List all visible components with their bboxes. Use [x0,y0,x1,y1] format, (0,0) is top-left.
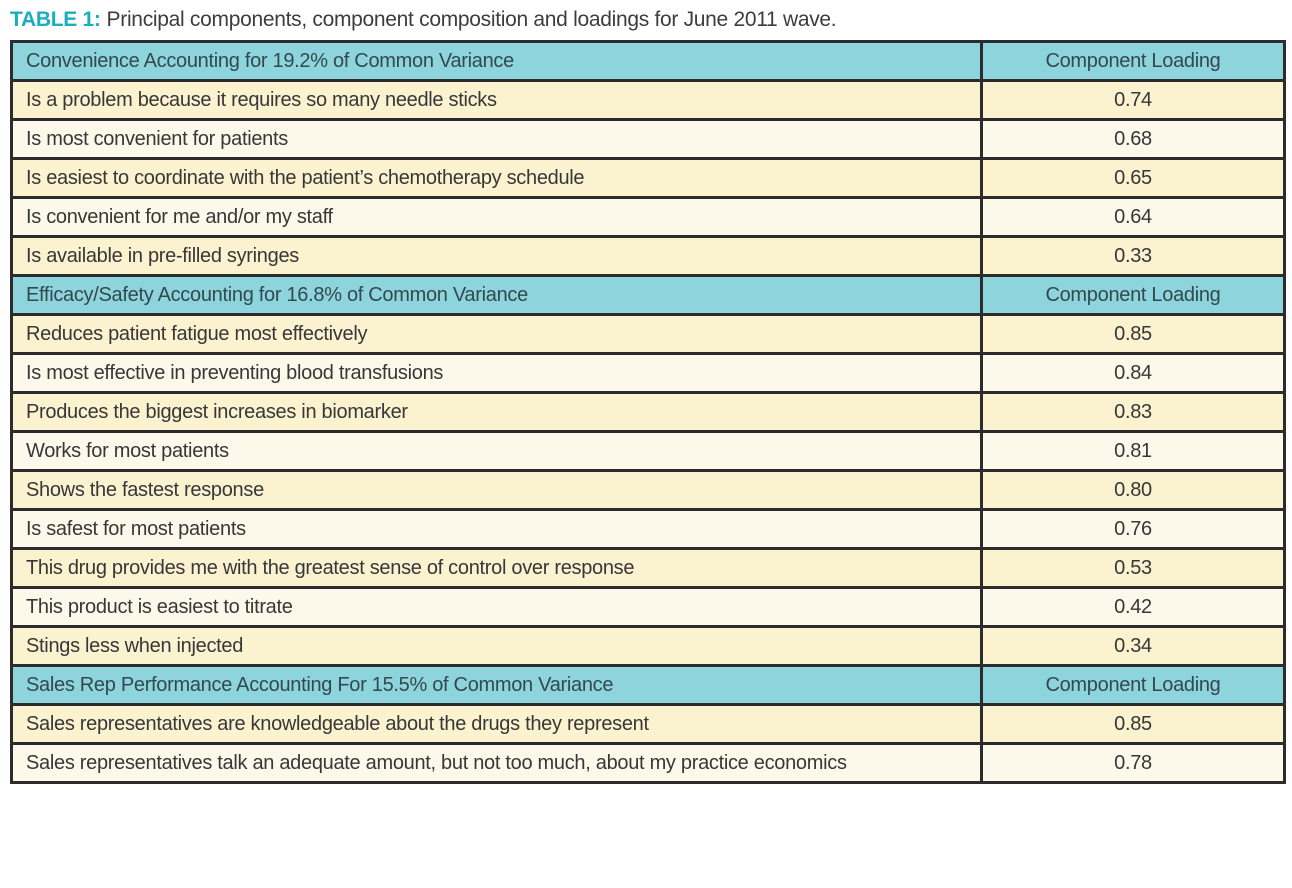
loading-cell: 0.34 [980,625,1286,667]
item-cell: Is convenient for me and/or my staff [10,196,983,238]
item-cell: Is a problem because it requires so many… [10,79,983,121]
table-caption: TABLE 1: Principal components, component … [10,8,1292,32]
section-header-label: Sales Rep Performance Accounting For 15.… [10,664,983,706]
loading-cell: 0.64 [980,196,1286,238]
loading-cell: 0.80 [980,469,1286,511]
table-caption-text: Principal components, component composit… [106,8,837,31]
section-header-row: Efficacy/Safety Accounting for 16.8% of … [10,274,1286,316]
table-row: Shows the fastest response 0.80 [10,469,1286,511]
section-header-label: Convenience Accounting for 19.2% of Comm… [10,40,983,82]
loading-cell: 0.78 [980,742,1286,784]
item-cell: This product is easiest to titrate [10,586,983,628]
item-cell: Is most convenient for patients [10,118,983,160]
table-row: This product is easiest to titrate 0.42 [10,586,1286,628]
loading-cell: 0.53 [980,547,1286,589]
table-row: Sales representatives are knowledgeable … [10,703,1286,745]
section-header-label: Efficacy/Safety Accounting for 16.8% of … [10,274,983,316]
loading-cell: 0.85 [980,313,1286,355]
table-row: Is safest for most patients 0.76 [10,508,1286,550]
loading-cell: 0.42 [980,586,1286,628]
loading-cell: 0.83 [980,391,1286,433]
loading-cell: 0.76 [980,508,1286,550]
table-row: Is easiest to coordinate with the patien… [10,157,1286,199]
item-cell: Is most effective in preventing blood tr… [10,352,983,394]
component-loading-header: Component Loading [980,274,1286,316]
table-row: Is most convenient for patients 0.68 [10,118,1286,160]
table-row: Is convenient for me and/or my staff 0.64 [10,196,1286,238]
loading-cell: 0.33 [980,235,1286,277]
principal-components-table: Convenience Accounting for 19.2% of Comm… [10,40,1286,784]
table-row: Works for most patients 0.81 [10,430,1286,472]
table-row: Is a problem because it requires so many… [10,79,1286,121]
item-cell: Stings less when injected [10,625,983,667]
component-loading-header: Component Loading [980,40,1286,82]
loading-cell: 0.65 [980,157,1286,199]
loading-cell: 0.84 [980,352,1286,394]
table-row: Reduces patient fatigue most effectively… [10,313,1286,355]
item-cell: Is easiest to coordinate with the patien… [10,157,983,199]
section-header-row: Sales Rep Performance Accounting For 15.… [10,664,1286,706]
item-cell: This drug provides me with the greatest … [10,547,983,589]
loading-cell: 0.74 [980,79,1286,121]
table-caption-label: TABLE 1: [10,8,101,31]
table-row: Stings less when injected 0.34 [10,625,1286,667]
table-row: Produces the biggest increases in biomar… [10,391,1286,433]
loading-cell: 0.68 [980,118,1286,160]
table-row: Is most effective in preventing blood tr… [10,352,1286,394]
table-row: This drug provides me with the greatest … [10,547,1286,589]
item-cell: Works for most patients [10,430,983,472]
table-row: Is available in pre-filled syringes 0.33 [10,235,1286,277]
item-cell: Sales representatives talk an adequate a… [10,742,983,784]
loading-cell: 0.81 [980,430,1286,472]
item-cell: Produces the biggest increases in biomar… [10,391,983,433]
section-header-row: Convenience Accounting for 19.2% of Comm… [10,40,1286,82]
table-row: Sales representatives talk an adequate a… [10,742,1286,784]
item-cell: Reduces patient fatigue most effectively [10,313,983,355]
item-cell: Shows the fastest response [10,469,983,511]
component-loading-header: Component Loading [980,664,1286,706]
item-cell: Is safest for most patients [10,508,983,550]
item-cell: Is available in pre-filled syringes [10,235,983,277]
item-cell: Sales representatives are knowledgeable … [10,703,983,745]
loading-cell: 0.85 [980,703,1286,745]
